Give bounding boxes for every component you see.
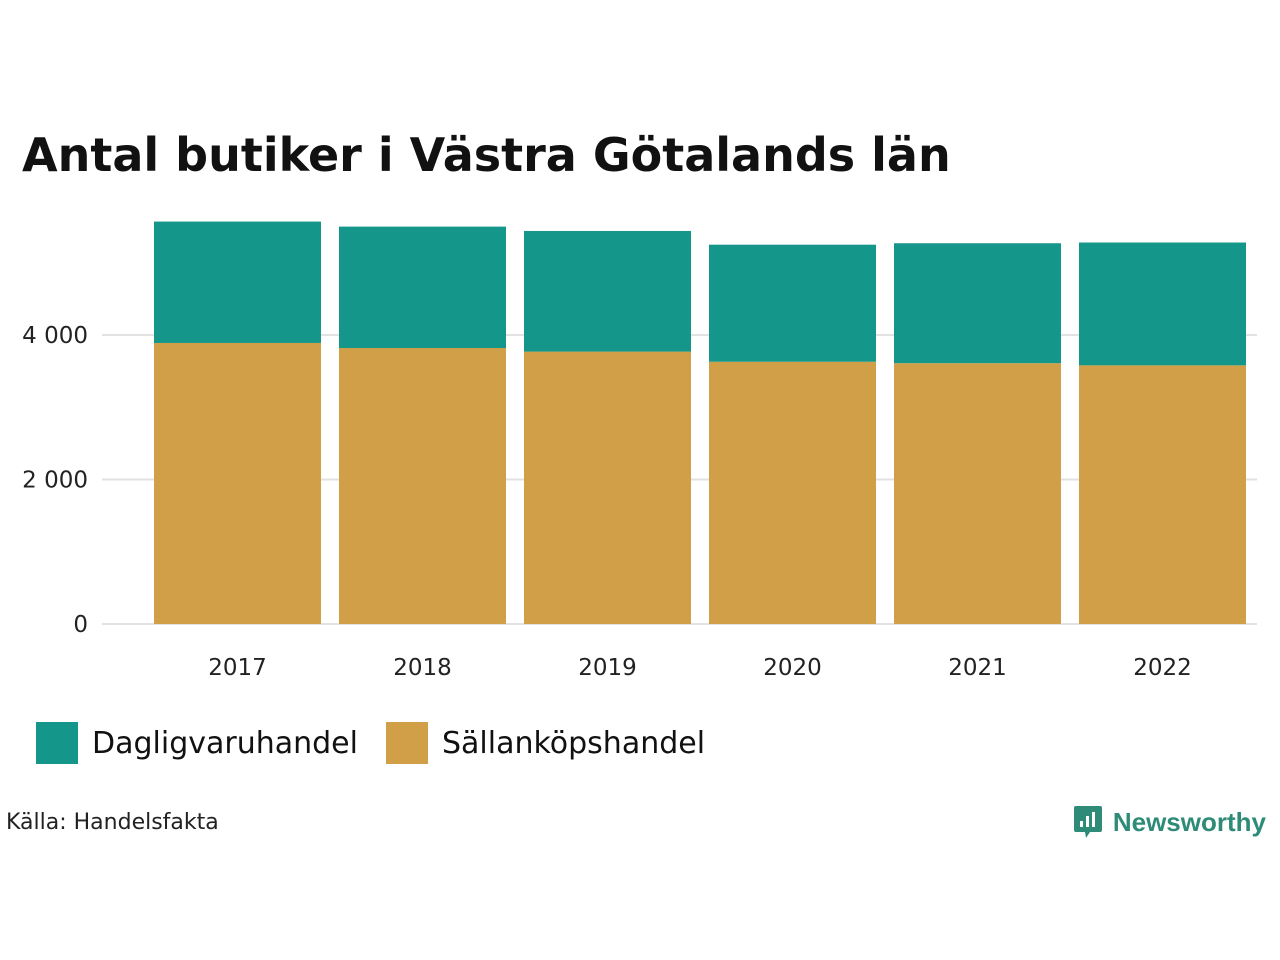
legend: Dagligvaruhandel Sällanköpshandel <box>36 722 733 764</box>
y-axis-ticks: 0 2 000 4 000 <box>22 323 88 638</box>
x-tick-label: 2019 <box>578 655 637 681</box>
y-tick-label: 4 000 <box>22 323 88 349</box>
x-tick-label: 2017 <box>208 655 267 681</box>
brand-name: Newsworthy <box>1112 806 1266 837</box>
bar-dagligvaruhandel-2021 <box>894 243 1061 364</box>
x-tick-label: 2020 <box>763 655 822 681</box>
legend-swatch-sallankopshandel <box>385 722 428 764</box>
legend-item-sallankopshandel: Sällanköpshandel <box>385 722 706 764</box>
newsworthy-logo-icon <box>1073 806 1102 838</box>
source-note: Källa: Handelsfakta <box>6 810 219 835</box>
bars <box>154 221 1246 624</box>
bar-s-llank-pshandel-2020 <box>709 361 876 624</box>
bar-dagligvaruhandel-2019 <box>524 230 691 352</box>
bar-s-llank-pshandel-2018 <box>339 348 506 624</box>
bar-s-llank-pshandel-2019 <box>524 351 691 624</box>
y-tick-label: 2 000 <box>22 468 88 494</box>
legend-label-sallankopshandel: Sällanköpshandel <box>441 725 706 761</box>
chart-title: Antal butiker i Västra Götalands län <box>22 128 951 182</box>
y-tick-label: 0 <box>73 612 88 638</box>
bar-dagligvaruhandel-2022 <box>1079 242 1246 366</box>
legend-item-dagligvaruhandel: Dagligvaruhandel <box>36 722 358 764</box>
bar-dagligvaruhandel-2018 <box>339 226 506 349</box>
chart-plot: 0 2 000 4 000 2017 2018 2019 2020 2021 2022 <box>22 221 1257 681</box>
x-tick-label: 2021 <box>948 655 1007 681</box>
legend-swatch-dagligvaruhandel <box>36 722 78 764</box>
bar-dagligvaruhandel-2020 <box>709 244 876 362</box>
bar-s-llank-pshandel-2021 <box>894 363 1061 624</box>
brand: Newsworthy <box>1073 804 1266 840</box>
bar-dagligvaruhandel-2017 <box>154 221 321 343</box>
legend-label-dagligvaruhandel: Dagligvaruhandel <box>92 725 358 761</box>
x-axis-ticks: 2017 2018 2019 2020 2021 2022 <box>208 655 1192 681</box>
x-tick-label: 2018 <box>393 655 452 681</box>
bar-s-llank-pshandel-2017 <box>154 342 321 624</box>
bar-s-llank-pshandel-2022 <box>1079 365 1246 624</box>
x-tick-label: 2022 <box>1133 655 1192 681</box>
